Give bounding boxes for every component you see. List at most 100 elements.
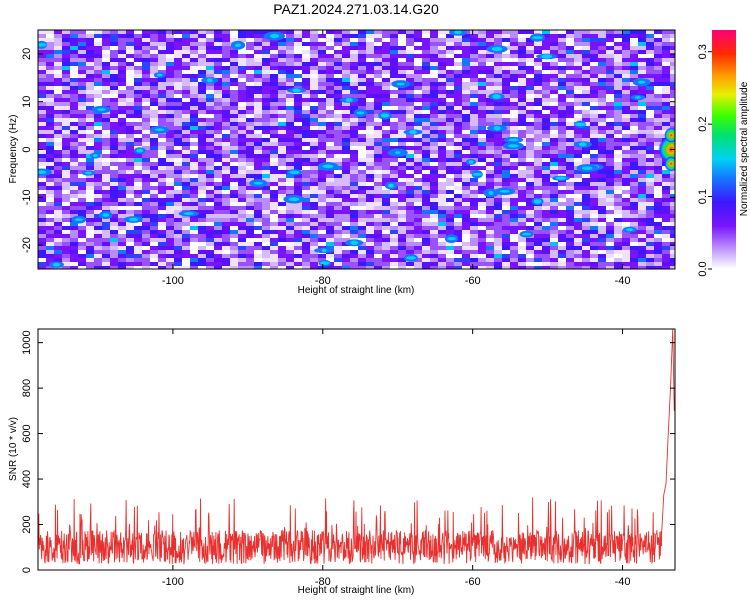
heatmap-cell	[318, 82, 331, 87]
heatmap-cell	[566, 82, 581, 87]
heatmap-cell	[638, 74, 647, 79]
heatmap-cell	[46, 126, 54, 131]
heatmap-cell	[390, 194, 398, 199]
heatmap-cell	[670, 38, 675, 43]
heatmap-cell	[382, 70, 390, 75]
heatmap-cell	[438, 198, 453, 203]
heatmap-cell	[126, 210, 137, 215]
heatmap-cell	[166, 166, 180, 171]
heatmap-cell	[550, 46, 564, 51]
heatmap-cell	[270, 50, 278, 55]
heatmap-cell	[366, 250, 374, 255]
heatmap-cell	[190, 106, 205, 111]
heatmap-cell	[566, 94, 575, 99]
heatmap-cell	[478, 182, 489, 187]
heatmap-cell	[310, 138, 320, 143]
heatmap-cell	[622, 174, 631, 179]
heatmap-cell	[166, 214, 177, 219]
heatmap-cell	[662, 218, 675, 223]
heatmap-cell	[366, 134, 378, 139]
heatmap-cell	[222, 122, 232, 127]
heatmap-cell	[70, 30, 81, 35]
heatmap-cell	[126, 158, 141, 163]
heatmap-cell	[38, 46, 51, 51]
heatmap-cell	[398, 174, 411, 179]
heatmap-cell	[182, 166, 196, 171]
heatmap-cell	[46, 42, 55, 47]
heatmap-cell	[510, 134, 520, 139]
heatmap-cell	[366, 182, 380, 187]
heatmap-cell	[494, 174, 504, 179]
heatmap-cell	[70, 222, 79, 227]
heatmap-cell	[654, 182, 663, 187]
heatmap-cell	[78, 162, 86, 167]
heatmap-cell	[574, 38, 589, 43]
heatmap-cell	[198, 130, 210, 135]
heatmap-cell	[102, 218, 116, 223]
heatmap-cell	[46, 230, 59, 235]
heatmap-cell	[614, 50, 623, 55]
heatmap-cell	[334, 90, 344, 95]
heatmap-cell	[302, 210, 313, 215]
heatmap-blob-core	[38, 43, 47, 47]
heatmap-cell	[198, 198, 208, 203]
heatmap-cell	[302, 130, 312, 135]
heatmap-cell	[494, 34, 506, 39]
heatmap-cell	[590, 198, 601, 203]
heatmap-cell	[462, 50, 471, 55]
heatmap-cell	[398, 126, 412, 131]
heatmap-cell	[590, 258, 601, 263]
heatmap-cell	[374, 42, 383, 47]
heatmap-cell	[230, 166, 238, 171]
heatmap-cell	[86, 246, 96, 251]
heatmap-blob-core	[508, 144, 519, 148]
heatmap-cell	[462, 66, 475, 71]
heatmap-cell	[350, 58, 359, 63]
heatmap-cell	[46, 254, 59, 259]
heatmap-cell	[406, 138, 419, 143]
heatmap-cell	[310, 154, 321, 159]
heatmap-cell	[182, 178, 192, 183]
heatmap-cell	[646, 182, 658, 187]
heatmap-cell	[198, 34, 211, 39]
heatmap-cell	[214, 238, 224, 243]
line-x-tick-label: -40	[615, 576, 631, 588]
heatmap-cell	[670, 118, 675, 123]
heatmap-cell	[94, 186, 108, 191]
heatmap-cell	[54, 194, 64, 199]
heatmap-cell	[566, 42, 580, 47]
heatmap-cell	[86, 190, 94, 195]
heatmap-blob-core	[156, 73, 163, 77]
heatmap-cell	[654, 134, 668, 139]
heatmap-cell	[526, 194, 537, 199]
heatmap-cell	[598, 38, 612, 43]
heatmap-cell	[302, 122, 311, 127]
heatmap-cell	[166, 82, 180, 87]
heatmap-cell	[438, 254, 451, 259]
heatmap-cell	[654, 246, 665, 251]
heatmap-cell	[86, 110, 96, 115]
heatmap-cell	[454, 222, 465, 227]
heatmap-cell	[542, 174, 554, 179]
heatmap-cell	[62, 118, 76, 123]
heatmap-cell	[558, 54, 573, 59]
heatmap-cell	[342, 82, 351, 87]
heatmap-cell	[182, 258, 196, 263]
heatmap-cell	[310, 34, 319, 39]
heatmap-cell	[126, 238, 139, 243]
heatmap-cell	[222, 66, 237, 71]
heatmap-cell	[582, 106, 593, 111]
heatmap-cell	[486, 134, 496, 139]
heatmap-cell	[142, 122, 153, 127]
heatmap-cell	[574, 250, 587, 255]
heatmap-cell	[118, 250, 128, 255]
heatmap-cell	[254, 206, 264, 211]
heatmap-cell	[94, 258, 104, 263]
heatmap-cell	[382, 178, 391, 183]
heatmap-cell	[630, 234, 638, 239]
heatmap-cell	[238, 198, 248, 203]
heatmap-cell	[510, 190, 522, 195]
heatmap-cell	[622, 82, 631, 87]
heatmap-cell	[318, 234, 328, 239]
